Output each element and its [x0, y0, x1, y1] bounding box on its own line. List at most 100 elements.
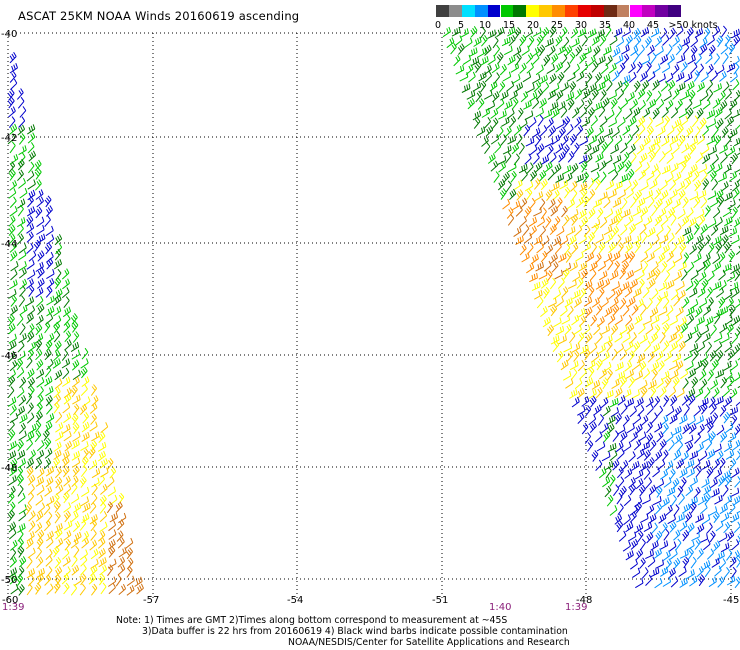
wind-barb	[730, 512, 740, 524]
wind-barb	[578, 208, 587, 220]
wind-barb	[651, 343, 661, 354]
wind-barb	[54, 340, 62, 352]
wind-barb	[660, 370, 670, 381]
wind-barb	[45, 386, 54, 397]
wind-barb	[728, 171, 737, 182]
wind-barb	[628, 451, 636, 463]
wind-barb	[55, 268, 62, 281]
wind-barb	[580, 344, 589, 355]
wind-barb	[661, 244, 670, 255]
time-label: 1:39	[565, 602, 587, 613]
wind-barb	[616, 424, 626, 435]
wind-barb	[638, 484, 646, 497]
wind-barb	[79, 583, 86, 596]
wind-barb	[720, 542, 730, 553]
wind-barb	[581, 422, 589, 435]
wind-barb	[617, 503, 624, 516]
wind-barb	[639, 557, 646, 570]
wind-barb	[606, 494, 614, 507]
wind-barb	[689, 496, 698, 506]
wind-barb	[106, 501, 114, 514]
wind-barb	[708, 506, 718, 517]
wind-barb	[651, 522, 658, 535]
wind-barb	[732, 550, 740, 562]
wind-barb	[460, 28, 469, 38]
wind-barb	[729, 458, 737, 470]
wind-barb	[727, 376, 735, 388]
wind-barb	[653, 241, 662, 253]
wind-barb	[481, 107, 491, 118]
wind-barb	[665, 279, 675, 290]
wind-barb	[55, 422, 64, 433]
wind-barb	[475, 90, 483, 103]
wind-barb	[506, 80, 515, 92]
wind-barb	[528, 35, 535, 48]
wind-barb	[540, 277, 549, 289]
longitude-label: -60	[2, 595, 18, 606]
wind-barb	[560, 53, 568, 66]
wind-barb	[666, 44, 673, 56]
wind-barb	[663, 351, 672, 362]
wind-barb	[79, 403, 88, 415]
wind-barb	[19, 106, 27, 118]
wind-barb	[473, 36, 482, 47]
wind-barb	[655, 117, 664, 128]
wind-barb	[569, 81, 577, 93]
wind-barb	[70, 385, 78, 398]
wind-barb	[675, 43, 683, 56]
wind-barb	[36, 449, 45, 461]
wind-barb	[699, 37, 708, 49]
wind-barb	[686, 107, 694, 120]
wind-barb	[52, 545, 60, 558]
wind-barb	[699, 117, 707, 130]
wind-barb	[504, 126, 512, 138]
wind-barb	[702, 539, 711, 551]
wind-barb	[54, 369, 63, 381]
wind-barb	[552, 289, 562, 300]
wind-barb	[714, 162, 723, 174]
wind-barb	[720, 181, 729, 192]
wind-barb	[664, 376, 672, 388]
wind-barb	[53, 349, 61, 362]
wind-barb	[73, 531, 82, 543]
wind-barb	[79, 519, 87, 531]
wind-barb	[716, 35, 724, 48]
wind-barb	[628, 376, 635, 389]
wind-barb	[668, 207, 676, 219]
wind-barb	[8, 420, 15, 432]
wind-barb	[596, 29, 605, 39]
wind-barb	[551, 181, 560, 192]
wind-barb	[669, 179, 677, 191]
wind-barb	[16, 387, 25, 399]
wind-barb	[518, 142, 525, 155]
wind-barb	[701, 478, 710, 489]
wind-barb	[480, 55, 489, 66]
wind-barb	[80, 564, 87, 576]
wind-barb	[680, 161, 687, 173]
wind-barb	[545, 244, 554, 256]
wind-barb	[722, 207, 732, 218]
wind-barb	[698, 297, 708, 308]
wind-barb	[9, 241, 18, 253]
wind-barb	[46, 530, 54, 542]
wind-barb	[9, 206, 18, 217]
wind-barb	[707, 369, 714, 382]
wind-barb	[614, 513, 623, 525]
wind-barb	[558, 335, 567, 345]
wind-barb	[665, 460, 674, 471]
wind-barb	[622, 27, 631, 37]
wind-barb	[8, 567, 18, 578]
wind-barb	[654, 577, 663, 589]
wind-barb	[636, 353, 646, 364]
wind-barb	[611, 348, 618, 361]
wind-barb	[569, 133, 577, 146]
wind-barb	[457, 43, 465, 55]
wind-barb	[17, 341, 25, 353]
wind-barb	[625, 242, 633, 254]
wind-barb	[487, 29, 497, 39]
wind-barb	[26, 170, 35, 182]
wind-barb	[18, 116, 26, 128]
wind-barb	[690, 62, 698, 74]
wind-barb	[542, 81, 550, 94]
